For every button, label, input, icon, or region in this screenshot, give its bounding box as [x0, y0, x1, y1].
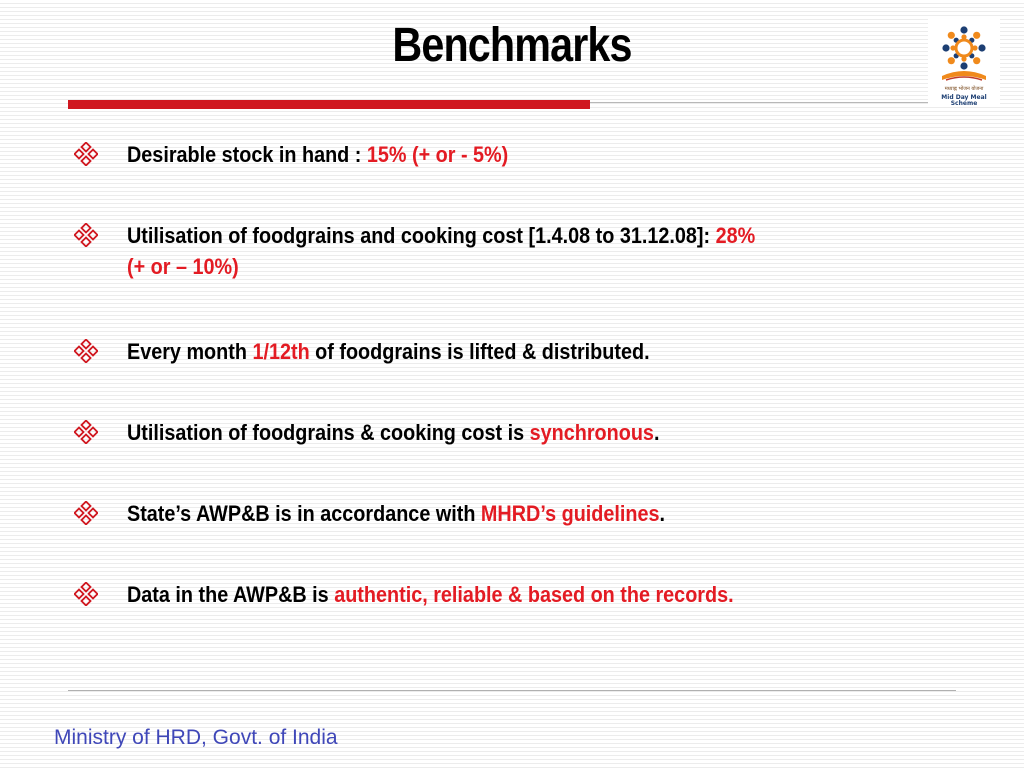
title-underline-accent: [68, 100, 590, 109]
footer-divider: [68, 690, 956, 691]
diamond-four-bullet-icon: [74, 582, 98, 606]
diamond-four-bullet-icon: [74, 420, 98, 444]
title-underline-thin: [590, 102, 930, 103]
bullet-text: Every month 1/12th of foodgrains is lift…: [127, 339, 650, 364]
bullet-text: Data in the AWP&B is authentic, reliable…: [127, 582, 734, 607]
logo-english-text: Mid Day Meal Scheme: [941, 94, 987, 107]
footer-text: Ministry of HRD, Govt. of India: [54, 726, 338, 749]
mid-day-meal-logo: मध्याह्न भोजन योजना Mid Day Meal Scheme: [928, 18, 1000, 107]
logo-hindi-text: मध्याह्न भोजन योजना: [944, 86, 984, 92]
diamond-four-bullet-icon: [74, 142, 98, 166]
bullet-text: Utilisation of foodgrains and cooking co…: [127, 223, 756, 279]
diamond-four-bullet-icon: [74, 339, 98, 363]
mid-day-meal-emblem-icon: [942, 26, 986, 81]
bullet-text: Utilisation of foodgrains & cooking cost…: [127, 420, 660, 445]
bullet-text: State’s AWP&B is in accordance with MHRD…: [127, 501, 666, 526]
diamond-four-bullet-icon: [74, 501, 98, 525]
diamond-four-bullet-icon: [74, 223, 98, 247]
bullet-text: Desirable stock in hand : 15% (+ or - 5%…: [127, 142, 509, 167]
slide-title: Benchmarks: [392, 19, 632, 72]
